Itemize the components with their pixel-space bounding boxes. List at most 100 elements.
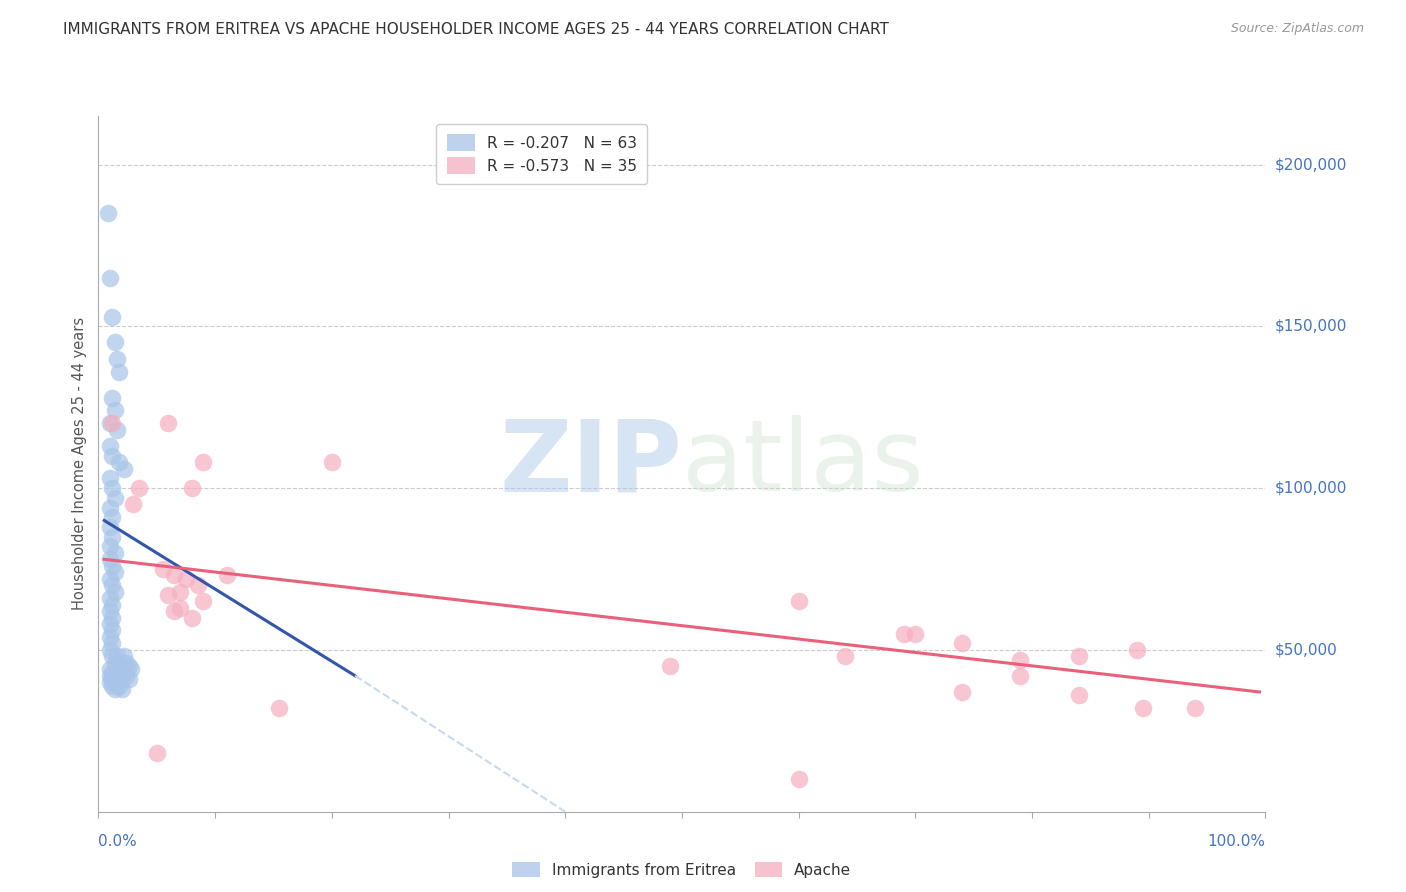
Point: [98, 630, 121, 644]
Point: [269, 701, 291, 715]
Point: [98, 675, 121, 690]
Point: [105, 649, 128, 664]
Point: [98, 540, 121, 554]
Point: [105, 423, 128, 437]
Point: [104, 656, 127, 670]
Point: [169, 584, 191, 599]
Point: [105, 351, 128, 366]
Point: [111, 681, 134, 696]
Point: [321, 455, 343, 469]
Point: [169, 600, 191, 615]
Point: [163, 568, 186, 582]
Point: [834, 649, 856, 664]
Y-axis label: Householder Income Ages 25 - 44 years: Householder Income Ages 25 - 44 years: [72, 318, 87, 610]
Text: $150,000: $150,000: [1275, 318, 1347, 334]
Point: [112, 665, 135, 680]
Point: [1010, 669, 1032, 683]
Point: [105, 665, 128, 680]
Point: [101, 624, 124, 638]
Point: [120, 662, 142, 676]
Point: [115, 669, 138, 683]
Point: [215, 568, 238, 582]
Point: [101, 391, 124, 405]
Point: [193, 455, 215, 469]
Point: [1184, 701, 1206, 715]
Text: 100.0%: 100.0%: [1208, 834, 1265, 849]
Point: [112, 461, 135, 475]
Point: [98, 439, 121, 453]
Point: [98, 552, 121, 566]
Point: [101, 679, 124, 693]
Point: [174, 572, 197, 586]
Point: [101, 558, 124, 573]
Point: [104, 403, 127, 417]
Point: [108, 679, 131, 693]
Point: [101, 310, 124, 324]
Point: [98, 270, 121, 285]
Point: [104, 584, 127, 599]
Legend: Immigrants from Eritrea, Apache: Immigrants from Eritrea, Apache: [506, 856, 858, 884]
Point: [101, 665, 124, 680]
Point: [115, 656, 138, 670]
Point: [180, 481, 202, 495]
Point: [108, 669, 131, 683]
Point: [98, 520, 121, 534]
Point: [180, 610, 202, 624]
Point: [105, 675, 128, 690]
Point: [98, 417, 121, 431]
Point: [101, 578, 124, 592]
Point: [104, 681, 127, 696]
Point: [101, 510, 124, 524]
Point: [108, 365, 131, 379]
Point: [108, 455, 131, 469]
Point: [157, 588, 180, 602]
Point: [98, 604, 121, 618]
Point: [152, 562, 174, 576]
Point: [101, 598, 124, 612]
Point: [98, 591, 121, 606]
Point: [950, 685, 973, 699]
Point: [97, 206, 120, 220]
Point: [787, 772, 810, 787]
Point: [98, 669, 121, 683]
Point: [118, 672, 141, 686]
Point: [108, 656, 131, 670]
Point: [157, 417, 180, 431]
Point: [163, 604, 186, 618]
Text: atlas: atlas: [682, 416, 924, 512]
Text: $50,000: $50,000: [1275, 642, 1339, 657]
Point: [950, 636, 973, 650]
Point: [98, 662, 121, 676]
Point: [104, 546, 127, 560]
Point: [104, 566, 127, 580]
Point: [1067, 649, 1090, 664]
Text: 0.0%: 0.0%: [98, 834, 138, 849]
Point: [101, 636, 124, 650]
Point: [122, 497, 145, 511]
Point: [104, 491, 127, 505]
Point: [1126, 643, 1149, 657]
Point: [1067, 688, 1090, 702]
Point: [787, 594, 810, 608]
Point: [111, 662, 134, 676]
Point: [101, 417, 124, 431]
Point: [101, 530, 124, 544]
Point: [1010, 652, 1032, 666]
Point: [101, 481, 124, 495]
Point: [146, 747, 169, 761]
Point: [112, 649, 135, 664]
Point: [101, 449, 124, 463]
Text: $200,000: $200,000: [1275, 157, 1347, 172]
Point: [187, 578, 209, 592]
Point: [101, 672, 124, 686]
Point: [98, 572, 121, 586]
Point: [98, 643, 121, 657]
Point: [193, 594, 215, 608]
Point: [111, 672, 134, 686]
Point: [128, 481, 150, 495]
Point: [98, 617, 121, 632]
Point: [904, 626, 927, 640]
Point: [101, 610, 124, 624]
Point: [98, 500, 121, 515]
Point: [98, 471, 121, 485]
